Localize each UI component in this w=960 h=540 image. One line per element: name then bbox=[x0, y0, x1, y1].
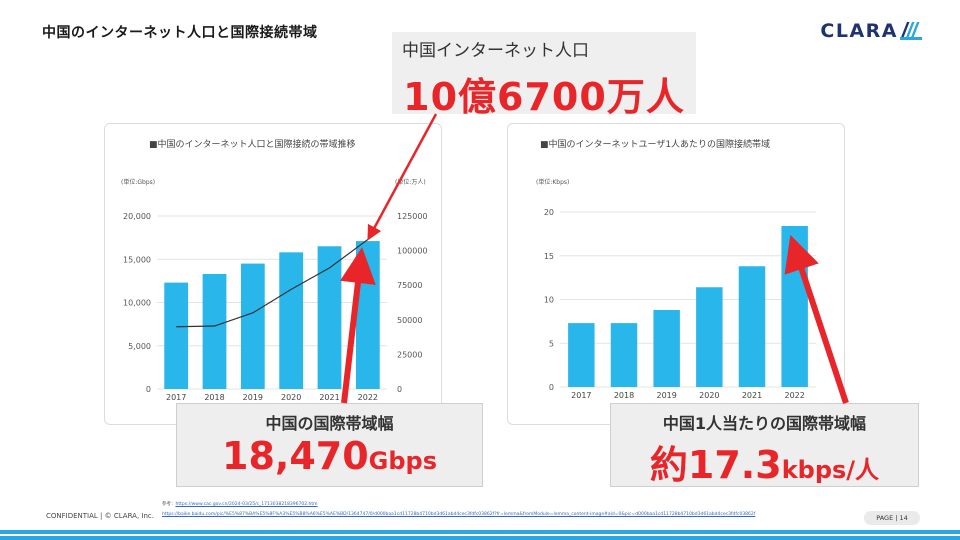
x-tick-label: 2022 bbox=[784, 391, 804, 400]
y-tick-label: 15,000 bbox=[123, 255, 151, 264]
callout-right-value: 約17.3kbps/人 bbox=[611, 434, 918, 489]
left-axis-unit: (単位:Kbps) bbox=[536, 178, 569, 186]
y-tick-label: 20 bbox=[544, 208, 554, 217]
bar-2018 bbox=[610, 323, 638, 387]
y2-tick-label: 50000 bbox=[397, 316, 422, 325]
ref-link-2[interactable]: https://baike.baidu.com/pic/%E5%87%BA%E5… bbox=[162, 512, 756, 517]
y2-tick-label: 75000 bbox=[397, 281, 422, 290]
confidential-notice: CONFIDENTIAL | © CLARA, Inc. bbox=[46, 512, 154, 520]
x-tick-label: 2019 bbox=[243, 393, 263, 402]
x-tick-label: 2021 bbox=[742, 391, 762, 400]
chart-0-svg: ■中国のインターネット人口と国際接続の帯域推移 (単位:Gbps) (単位:万人) 0… bbox=[121, 138, 428, 402]
bar-2021 bbox=[738, 266, 766, 387]
per-user-bandwidth-callout: 中国1人当たりの国際帯域幅 約17.3kbps/人 bbox=[610, 403, 919, 487]
bar-2017 bbox=[568, 323, 595, 387]
y-tick-label: 5 bbox=[549, 339, 554, 348]
y-tick-label: 0 bbox=[146, 385, 151, 394]
y-tick-label: 0 bbox=[549, 383, 554, 392]
left-axis-unit: (単位:Gbps) bbox=[121, 178, 155, 186]
y-tick-label: 20,000 bbox=[123, 212, 151, 221]
per-user-bandwidth-chart: ■中国のインターネットユーザ1人あたりの国際接続帯域 (単位:Kbps) 0 5 10 1… bbox=[507, 123, 845, 425]
logo-mark-icon bbox=[900, 22, 922, 40]
bar-2020 bbox=[696, 287, 723, 387]
internet-bandwidth-chart: ■中国のインターネット人口と国際接続の帯域推移 (単位:Gbps) (単位:万人) 0… bbox=[104, 123, 442, 425]
logo-text: CLARA bbox=[820, 20, 898, 42]
y-tick-label: 10,000 bbox=[123, 299, 151, 308]
ref-label: 参考： bbox=[162, 502, 176, 507]
ref-link-1[interactable]: https://www.cac.gov.cn/2024-03/25/c_1713… bbox=[175, 502, 318, 507]
bar-2019 bbox=[240, 263, 265, 389]
x-tick-label: 2017 bbox=[571, 391, 591, 400]
bar-2020 bbox=[279, 252, 304, 389]
references: 参考：https://www.cac.gov.cn/2024-03/25/c_1… bbox=[162, 500, 842, 520]
x-tick-label: 2020 bbox=[699, 391, 719, 400]
callout-top-value: 10億6700万人 bbox=[403, 75, 685, 119]
x-tick-label: 2018 bbox=[204, 393, 224, 402]
bar-2019 bbox=[653, 310, 680, 387]
callout-right-number: 約17.3 bbox=[649, 443, 782, 487]
x-tick-label: 2017 bbox=[166, 393, 186, 402]
internet-population-callout: 中国インターネット人口 10億6700万人 bbox=[392, 32, 696, 119]
bar-2018 bbox=[202, 273, 227, 389]
page-number: PAGE | 14 bbox=[864, 511, 920, 525]
population-line bbox=[176, 239, 369, 328]
x-tick-label: 2020 bbox=[281, 393, 301, 402]
y2-tick-label: 0 bbox=[397, 385, 402, 394]
page-title: 中国のインターネット人口と国際接続帯域 bbox=[42, 25, 318, 41]
bar-2017 bbox=[164, 282, 189, 389]
bar-2022 bbox=[355, 241, 380, 389]
x-tick-label: 2019 bbox=[656, 391, 676, 400]
y-tick-label: 5,000 bbox=[128, 342, 151, 351]
chart-1-svg: ■中国のインターネットユーザ1人あたりの国際接続帯域 (単位:Kbps) 0 5 10 1… bbox=[536, 138, 816, 400]
y2-tick-label: 100000 bbox=[397, 247, 428, 256]
callout-left-number: 18,470 bbox=[222, 434, 369, 478]
y2-tick-label: 125000 bbox=[397, 212, 428, 221]
company-logo: CLARA bbox=[820, 20, 922, 42]
bar-2021 bbox=[317, 246, 342, 389]
x-tick-label: 2022 bbox=[358, 393, 378, 402]
bar-2022 bbox=[781, 226, 808, 387]
chart-title: ■中国のインターネット人口と国際接続の帯域推移 bbox=[149, 138, 356, 150]
callout-left-unit: Gbps bbox=[368, 447, 437, 475]
callout-right-unit: kbps/人 bbox=[781, 456, 880, 484]
bottom-stripe bbox=[0, 530, 960, 540]
y-tick-label: 15 bbox=[544, 252, 554, 261]
y2-tick-label: 25000 bbox=[397, 350, 422, 359]
international-bandwidth-callout: 中国の国際帯域幅 18,470Gbps bbox=[176, 403, 483, 487]
right-axis-unit: (単位:万人) bbox=[395, 178, 426, 186]
callout-left-label: 中国の国際帯域幅 bbox=[265, 414, 394, 433]
y-tick-label: 10 bbox=[544, 296, 554, 305]
callout-left-value: 18,470Gbps bbox=[177, 434, 482, 478]
x-tick-label: 2021 bbox=[319, 393, 339, 402]
callout-right-label: 中国1人当たりの国際帯域幅 bbox=[662, 414, 867, 433]
callout-top-label: 中国インターネット人口 bbox=[402, 41, 589, 61]
chart-title: ■中国のインターネットユーザ1人あたりの国際接続帯域 bbox=[540, 138, 770, 150]
x-tick-label: 2018 bbox=[614, 391, 634, 400]
